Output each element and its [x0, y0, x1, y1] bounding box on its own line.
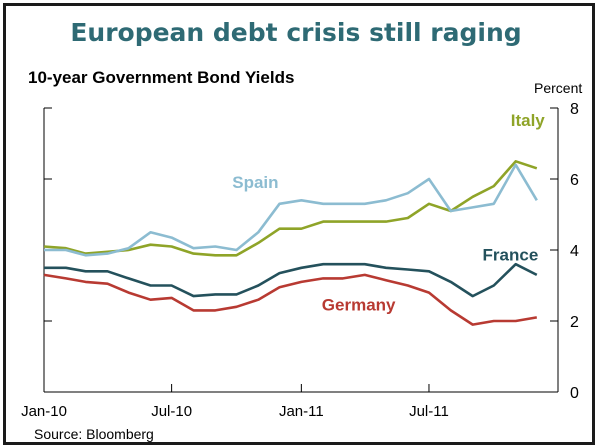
y-tick-label: 6	[570, 172, 579, 189]
x-tick-label: Jul-10	[151, 403, 192, 420]
france-label: France	[483, 246, 539, 265]
y-tick-label: 2	[570, 314, 579, 331]
france-line	[44, 262, 538, 298]
y-tick-label: 0	[570, 385, 579, 402]
chart-frame	[3, 3, 595, 445]
chart-title: European debt crisis still raging	[70, 18, 522, 47]
x-tick-label: Jan-11	[279, 403, 324, 420]
series-layer	[43, 160, 538, 326]
series-labels-layer: Italy Spain France Germany	[232, 111, 545, 315]
y-tick-label: 8	[570, 101, 579, 118]
spain-line	[44, 163, 538, 257]
italy-label: Italy	[511, 111, 546, 130]
germany-line	[43, 273, 538, 326]
chart-subtitle: 10-year Government Bond Yields	[28, 68, 295, 87]
x-tick-label: Jul-11	[409, 403, 449, 420]
source-note: Source: Bloomberg	[34, 426, 154, 442]
y-axis-unit-label: Percent	[534, 80, 583, 96]
spain-label: Spain	[232, 173, 278, 192]
y-tick-label: 4	[570, 243, 579, 260]
germany-label: Germany	[322, 295, 396, 314]
x-tick-label: Jan-10	[21, 403, 67, 420]
